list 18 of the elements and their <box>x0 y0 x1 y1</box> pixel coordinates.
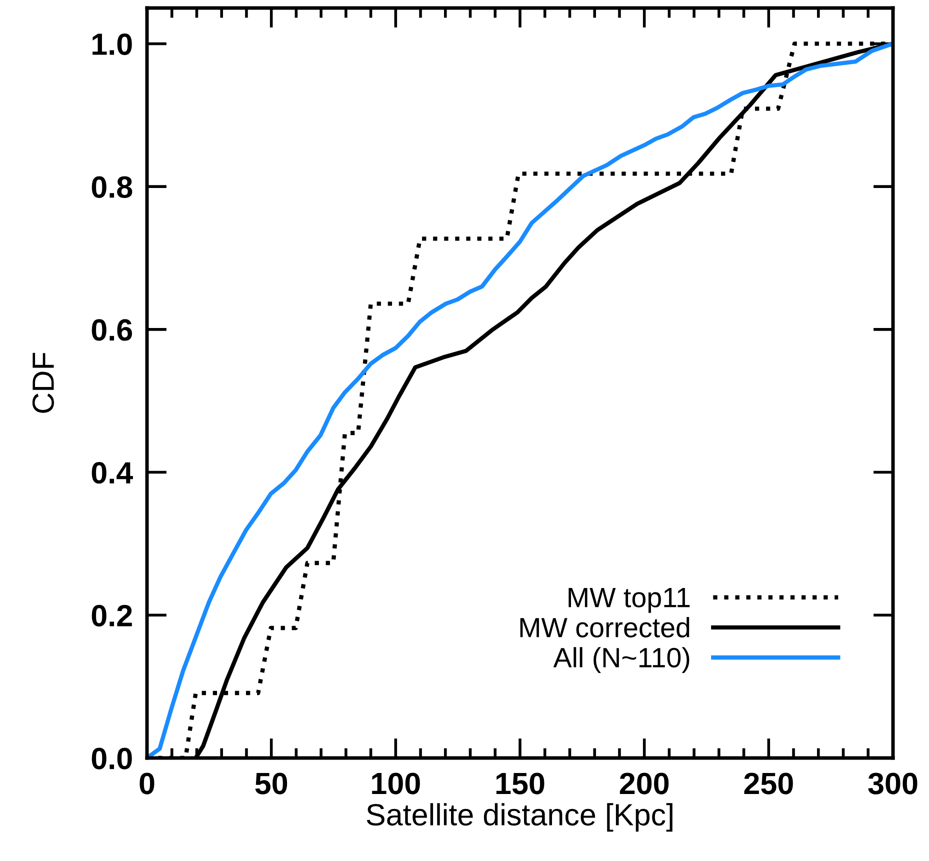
y-tick-label: 0.0 <box>92 748 132 770</box>
x-axis-title: Satellite distance [Kpc] <box>366 803 672 832</box>
legend-label: All (N~110) <box>553 647 690 673</box>
x-tick-label: 200 <box>620 772 669 794</box>
x-tick-label: 150 <box>496 772 544 794</box>
y-tick-label: 0.4 <box>92 462 133 484</box>
y-tick-label: 0.2 <box>92 604 132 627</box>
y-axis-title: CDF <box>32 352 54 413</box>
x-tick-label: 300 <box>868 772 918 794</box>
x-tick-label: 250 <box>744 772 793 794</box>
x-tick-label: 50 <box>255 772 288 794</box>
y-tick-label: 0.8 <box>92 176 132 198</box>
y-tick-label: 1.0 <box>92 33 132 56</box>
x-tick-label: 0 <box>140 772 154 794</box>
x-tick-label: 100 <box>372 772 420 794</box>
legend-label: MW corrected <box>520 617 690 638</box>
legend-label: MW top11 <box>568 588 690 613</box>
y-tick-label: 0.6 <box>92 319 132 341</box>
